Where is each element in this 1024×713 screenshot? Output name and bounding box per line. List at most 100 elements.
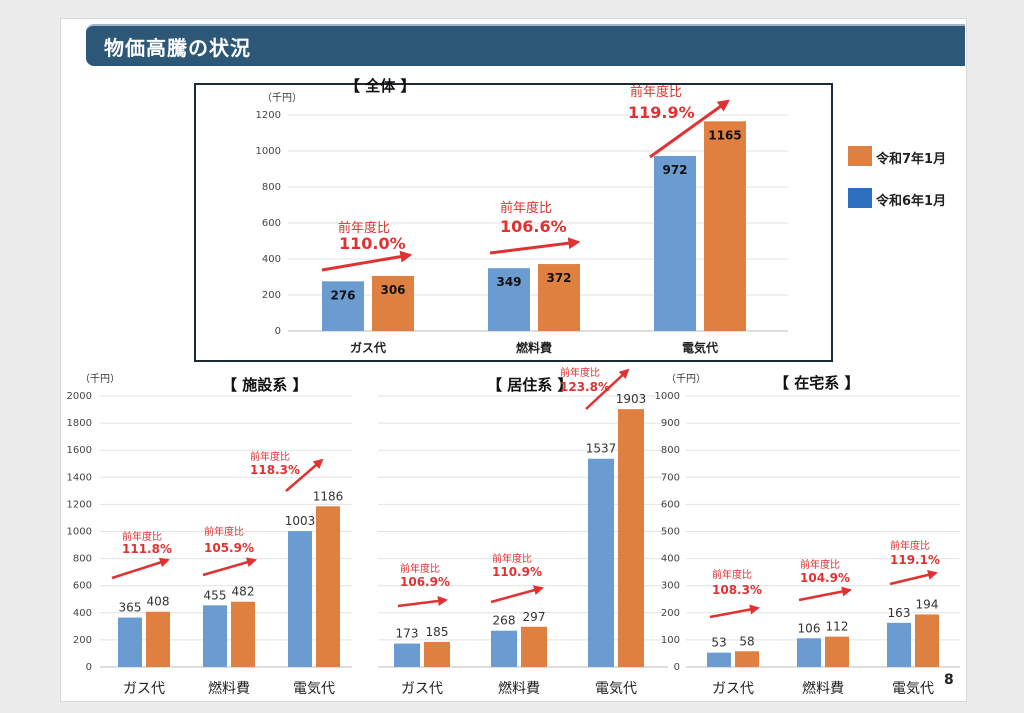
category-label: 燃料費 [208, 680, 250, 697]
data-label: 163 [888, 606, 911, 620]
bar-r7 [825, 636, 849, 667]
yoy-value: 105.9% [204, 541, 254, 555]
y-tick-label: 600 [73, 581, 92, 592]
yoy-value: 110.0% [339, 234, 406, 253]
yoy-value: 123.8% [560, 380, 610, 394]
yoy-value: 119.1% [890, 553, 940, 567]
chart-title: 【 居住系 】 [487, 376, 572, 394]
yoy-arrow [889, 569, 938, 586]
y-tick-label: 500 [661, 527, 680, 538]
yoy-label: 前年度比 [630, 84, 682, 100]
yoy-value: 118.3% [250, 463, 300, 477]
legend-label-r7: 令和7年1月 [876, 152, 947, 167]
category-label: 電気代 [595, 681, 637, 697]
y-tick-label: 400 [73, 608, 92, 619]
category-label: ガス代 [401, 681, 443, 697]
legend-swatch-r6 [848, 188, 872, 208]
y-tick-label: 400 [262, 254, 281, 265]
yoy-arrow [285, 458, 324, 492]
yoy-value: 106.9% [400, 575, 450, 589]
data-label: 349 [496, 275, 521, 289]
yoy-arrow [202, 557, 257, 577]
y-tick-label: 0 [674, 662, 680, 673]
category-label: ガス代 [123, 681, 165, 697]
legend-swatch-r7 [848, 146, 872, 166]
data-label: 1003 [285, 514, 316, 528]
yoy-value: 108.3% [712, 583, 762, 597]
data-label: 112 [826, 620, 849, 634]
yoy-arrow [111, 557, 170, 580]
yoy-value: 106.6% [500, 217, 567, 236]
y-tick-label: 0 [275, 326, 281, 337]
data-label: 972 [662, 163, 687, 177]
chart-title: 【 全体 】 [345, 77, 415, 95]
category-label: 電気代 [892, 681, 934, 697]
category-label: ガス代 [712, 681, 754, 697]
chart-title: 【 在宅系 】 [774, 374, 859, 392]
title-bar: 物価高騰の状況 [86, 24, 965, 66]
y-tick-label: 800 [661, 445, 680, 456]
yoy-label: 前年度比 [250, 450, 290, 463]
data-label: 297 [523, 610, 546, 624]
bar-r7 [704, 121, 746, 331]
yoy-label: 前年度比 [500, 200, 552, 216]
bar-r7 [372, 275, 414, 331]
data-label: 482 [232, 585, 255, 599]
data-label: 408 [147, 595, 170, 609]
y-tick-label: 400 [661, 554, 680, 565]
yoy-label: 前年度比 [338, 220, 390, 236]
unit-label: （千円） [80, 373, 120, 385]
bar-r7 [231, 601, 255, 667]
yoy-value: 110.9% [492, 565, 542, 579]
data-label: 268 [493, 614, 516, 628]
y-tick-label: 2000 [67, 391, 92, 402]
yoy-arrow [490, 585, 544, 604]
bar-r7 [146, 611, 170, 667]
data-label: 455 [204, 588, 227, 602]
y-tick-label: 900 [661, 418, 680, 429]
bar-r6 [488, 268, 530, 331]
data-label: 106 [798, 621, 821, 635]
bar-r6 [588, 458, 614, 667]
data-label: 53 [711, 636, 726, 650]
bar-r6 [203, 605, 227, 667]
unit-label: （千円） [666, 373, 706, 385]
bar-r7 [915, 614, 939, 667]
bar-r7 [424, 641, 450, 667]
data-label: 58 [739, 634, 754, 648]
data-label: 365 [119, 601, 142, 615]
category-label: 燃料費 [802, 680, 844, 697]
data-label: 194 [916, 597, 939, 611]
y-tick-label: 1200 [67, 499, 92, 510]
bar-r7 [316, 506, 340, 667]
page-title: 物価高騰の状況 [104, 36, 251, 60]
data-label: 306 [380, 283, 405, 297]
data-label: 185 [426, 625, 449, 639]
bar-r7 [521, 626, 547, 667]
yoy-arrow [649, 99, 730, 159]
legend-label-r6: 令和6年1月 [876, 194, 947, 209]
data-label: 372 [546, 271, 571, 285]
y-tick-label: 1600 [67, 445, 92, 456]
bar-r6 [288, 531, 312, 667]
data-label: 1537 [586, 442, 617, 456]
y-tick-label: 0 [86, 662, 92, 673]
y-tick-label: 100 [661, 635, 680, 646]
data-label: 1903 [616, 392, 647, 406]
y-tick-label: 1000 [256, 146, 281, 157]
y-tick-label: 1400 [67, 472, 92, 483]
bar-r6 [491, 630, 517, 667]
page-number: 8 [944, 672, 954, 688]
y-tick-label: 300 [661, 581, 680, 592]
y-tick-label: 200 [661, 608, 680, 619]
yoy-arrow [709, 604, 760, 619]
yoy-label: 前年度比 [800, 558, 840, 571]
bar-r7 [618, 409, 644, 667]
chart-title: 【 施設系 】 [222, 376, 307, 394]
bar-r6 [118, 617, 142, 667]
yoy-label: 前年度比 [400, 562, 440, 575]
yoy-label: 前年度比 [492, 552, 532, 565]
data-label: 1165 [708, 128, 741, 142]
bar-r6 [322, 281, 364, 331]
bar-r6 [707, 652, 731, 667]
